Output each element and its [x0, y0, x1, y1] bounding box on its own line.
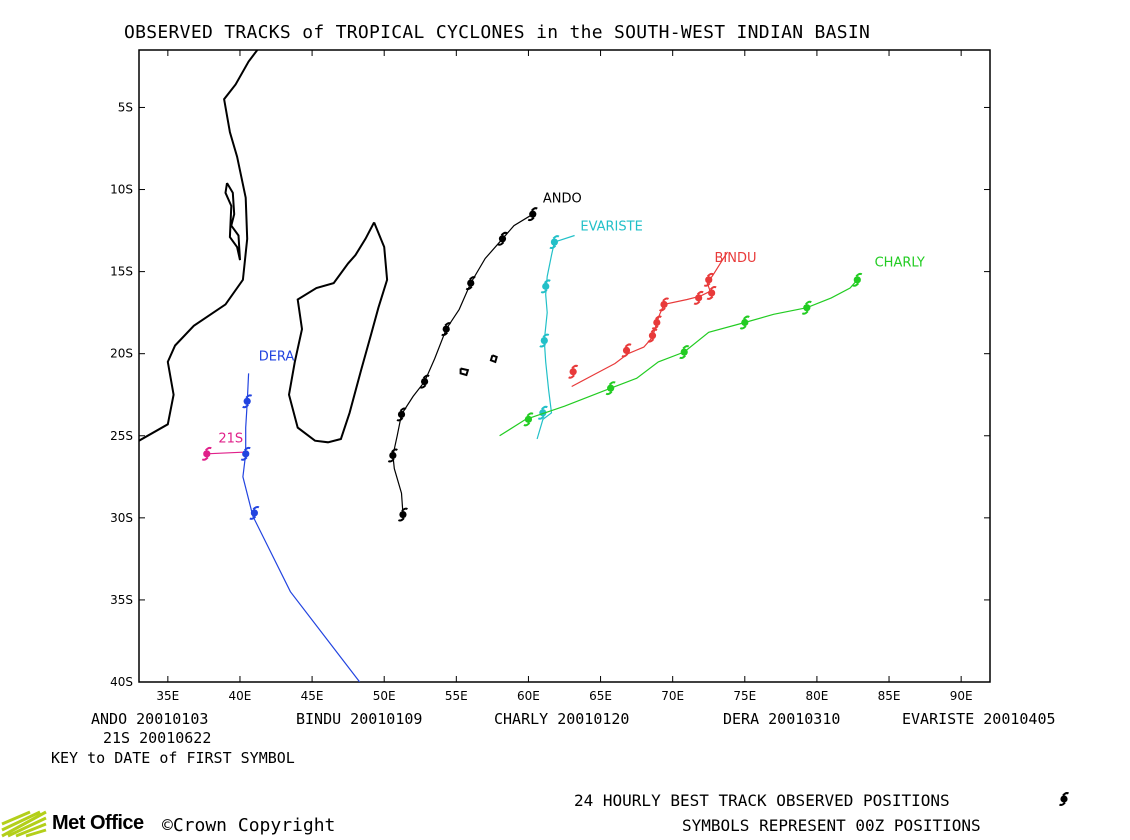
track-label-21s: 21S: [218, 431, 243, 446]
track-line-dera: [242, 373, 361, 682]
x-tick-label: 80E: [805, 689, 828, 703]
track-position-ando: [387, 448, 398, 463]
track-line-21s: [206, 451, 243, 455]
track-position-evariste: [549, 235, 560, 249]
track-line-bindu: [571, 251, 729, 388]
x-tick-label: 90E: [950, 689, 973, 703]
key-caption: KEY to DATE of FIRST SYMBOL: [51, 749, 295, 767]
track-position-ando: [397, 507, 408, 522]
key-entry-bindu: BINDU 20010109: [296, 710, 423, 728]
cyclone-tracks: ANDO EVARISTE BINDU CHARLY DERA 21S: [201, 192, 925, 682]
track-position-ando: [527, 207, 538, 222]
x-tick-label: 60E: [517, 689, 540, 703]
mauritius-coast: [489, 354, 498, 364]
track-position-bindu: [703, 272, 714, 287]
x-tick-label: 75E: [733, 689, 756, 703]
x-tick-label: 70E: [661, 689, 684, 703]
x-tick-label: 85E: [878, 689, 901, 703]
y-tick-label: 15S: [110, 265, 133, 279]
y-tick-label: 30S: [110, 511, 133, 525]
track-position-ando: [497, 231, 508, 246]
y-tick-label: 20S: [110, 347, 133, 361]
map-title: OBSERVED TRACKS of TROPICAL CYCLONES in …: [124, 22, 871, 43]
track-position-bindu: [659, 297, 670, 312]
track-position-dera: [249, 505, 260, 520]
track-label-bindu: BINDU: [715, 251, 757, 266]
legend-line-2: SYMBOLS REPRESENT 00Z POSITIONS: [682, 816, 981, 835]
track-position-bindu: [621, 343, 632, 358]
track-position-ando: [419, 374, 430, 389]
plot-frame: [138, 49, 991, 683]
track-position-ando: [441, 322, 452, 337]
met-office-logo-icon: [0, 810, 48, 840]
y-tick-label: 25S: [110, 429, 133, 443]
track-position-charly: [801, 300, 812, 315]
track-label-ando: ANDO: [543, 192, 582, 207]
key-entry-charly: CHARLY 20010120: [494, 710, 630, 728]
y-tick-label: 40S: [110, 675, 133, 689]
track-position-ando: [396, 407, 407, 422]
track-position-bindu: [693, 290, 704, 305]
key-entry-dera: DERA 20010310: [723, 710, 841, 728]
track-position-charly: [739, 315, 750, 330]
track-position-charly: [605, 381, 616, 396]
track-label-evariste: EVARISTE: [580, 220, 642, 235]
axis-ticks: 35E 40E 45E 50E 55E 60E 65E 70E 75E 80E 85E 90E 5S 10…: [110, 50, 990, 703]
key-entry-evariste: EVARISTE 20010405: [902, 710, 1056, 728]
zanzibar-coast: [224, 182, 241, 261]
track-position-charly: [523, 412, 534, 427]
copyright-notice: ©Crown Copyright: [162, 815, 336, 836]
legend-line-1: 24 HOURLY BEST TRACK OBSERVED POSITIONS: [574, 791, 950, 810]
x-tick-label: 35E: [156, 689, 179, 703]
y-tick-label: 5S: [118, 100, 133, 114]
x-tick-label: 50E: [373, 689, 396, 703]
key-entry-ando: ANDO 20010103: [91, 710, 209, 728]
track-line-charly: [499, 279, 858, 437]
track-position-ando: [465, 276, 476, 291]
x-tick-label: 65E: [589, 689, 612, 703]
track-position-bindu: [568, 364, 579, 379]
cyclone-symbol-icon: [1058, 792, 1070, 806]
track-line-evariste: [536, 234, 575, 440]
y-tick-label: 35S: [110, 593, 133, 607]
x-tick-label: 55E: [445, 689, 468, 703]
reunion-coast: [459, 367, 470, 377]
x-tick-label: 40E: [229, 689, 252, 703]
africa-coast: [139, 50, 259, 442]
track-label-charly: CHARLY: [875, 256, 925, 271]
track-position-evariste: [539, 333, 550, 348]
track-position-evariste: [540, 279, 551, 294]
track-position-bindu: [706, 286, 717, 300]
track-position-dera: [240, 446, 251, 461]
x-tick-label: 45E: [301, 689, 324, 703]
track-position-charly: [679, 345, 690, 359]
track-position-bindu: [647, 328, 658, 343]
y-tick-label: 10S: [110, 183, 133, 197]
madagascar-coast: [287, 221, 389, 444]
track-position-charly: [852, 272, 863, 287]
coastlines: [139, 50, 498, 444]
track-position-bindu: [651, 315, 662, 330]
cyclone-symbol-icon-shape: [1058, 792, 1070, 806]
key-entry-21s: 21S 20010622: [103, 729, 212, 747]
track-position-dera: [242, 394, 253, 409]
track-position-21s: [201, 446, 212, 461]
track-line-ando: [392, 213, 534, 515]
track-label-dera: DERA: [259, 349, 295, 364]
met-office-logo: Met Office: [52, 812, 144, 834]
